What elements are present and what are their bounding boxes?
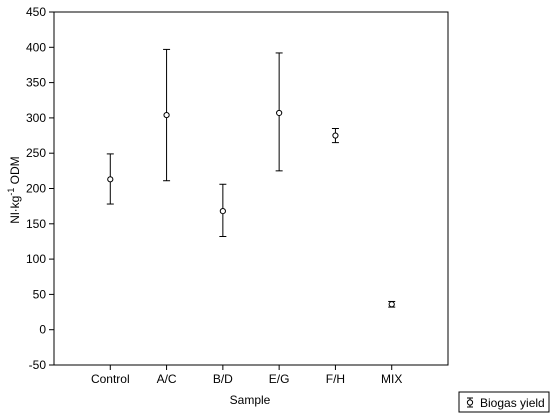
y-tick-label: 150 [26,217,46,231]
y-tick-label: 300 [26,111,46,125]
x-tick-label: E/G [269,372,290,386]
legend-marker [466,399,474,406]
y-axis-label: Nl·kg-1 ODM [6,156,22,223]
y-tick-label: 350 [26,76,46,90]
y-tick-label: 50 [33,287,47,301]
y-axis-label-unit: ODM [8,156,22,187]
data-point-control [106,153,114,205]
y-tick-label: 450 [26,5,46,19]
mean-marker [388,301,395,308]
y-tick-label: 200 [26,182,46,196]
x-tick-label: F/H [326,372,345,386]
data-series [106,48,396,308]
y-axis-label-superscript: -1 [6,188,16,196]
data-point-e-g [275,52,283,172]
x-axis-label: Sample [230,393,271,407]
plot-border [53,11,449,366]
x-axis: Control A/C B/D E/G F/H MIX [91,365,402,386]
y-tick-label: 100 [26,252,46,266]
mean-marker [219,207,226,215]
mean-marker [107,176,114,183]
y-tick-label: 400 [26,40,46,54]
legend-box [458,391,550,413]
legend-label: Biogas yield [480,396,545,410]
x-tick-label: MIX [381,372,402,386]
y-tick-label: 250 [26,146,46,160]
x-tick-label: Control [91,372,130,386]
x-tick-label: B/D [213,372,233,386]
y-axis-label-main: Nl·kg [8,196,22,224]
mean-marker [332,132,339,139]
data-point-mix [388,300,396,308]
y-tick-label: 0 [39,323,46,337]
data-point-f-h [331,127,339,144]
data-point-b-d [219,183,227,238]
y-tick-label: -50 [29,358,47,372]
y-axis: -50 0 50 100 150 200 250 300 350 400 450 [26,5,54,372]
legend: Biogas yield [458,391,550,413]
mean-marker [276,109,283,117]
mean-marker [163,111,170,119]
plot-area [53,11,449,366]
x-tick-label: A/C [157,372,177,386]
data-point-a-c [163,48,171,182]
